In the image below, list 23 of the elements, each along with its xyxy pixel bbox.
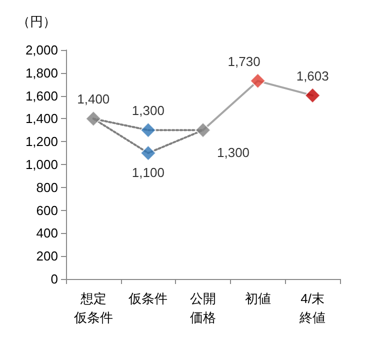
x-tick-label: 公開価格 bbox=[190, 291, 216, 325]
data-label: 1,730 bbox=[228, 54, 260, 69]
y-tick-label: 400 bbox=[36, 226, 58, 241]
y-tick-label: 1,400 bbox=[25, 111, 58, 126]
y-tick-label: 0 bbox=[50, 272, 58, 286]
x-tick-label: 想定仮条件 bbox=[72, 291, 113, 325]
y-tick-label: 1,200 bbox=[25, 134, 58, 150]
y-axis-title: （円） bbox=[17, 14, 56, 29]
x-tick-label: 4/末終値 bbox=[298, 291, 326, 325]
data-label: 1,100 bbox=[132, 165, 164, 180]
data-label: 1,300 bbox=[132, 103, 164, 118]
data-label: 1,400 bbox=[77, 92, 110, 107]
y-tick-label: 200 bbox=[36, 248, 58, 264]
y-tick-label: 1,600 bbox=[25, 88, 58, 104]
x-tick-label: 仮条件 bbox=[128, 291, 168, 306]
y-tick-label: 600 bbox=[36, 202, 58, 218]
y-tick-label: 2,000 bbox=[25, 42, 58, 58]
y-tick-label: 1,000 bbox=[25, 157, 58, 172]
y-tick-label: 1,800 bbox=[25, 65, 58, 80]
x-tick-label: 初値 bbox=[244, 291, 271, 306]
y-tick-label: 800 bbox=[36, 180, 58, 195]
data-label: 1,603 bbox=[296, 68, 329, 84]
data-label: 1,300 bbox=[217, 145, 250, 160]
